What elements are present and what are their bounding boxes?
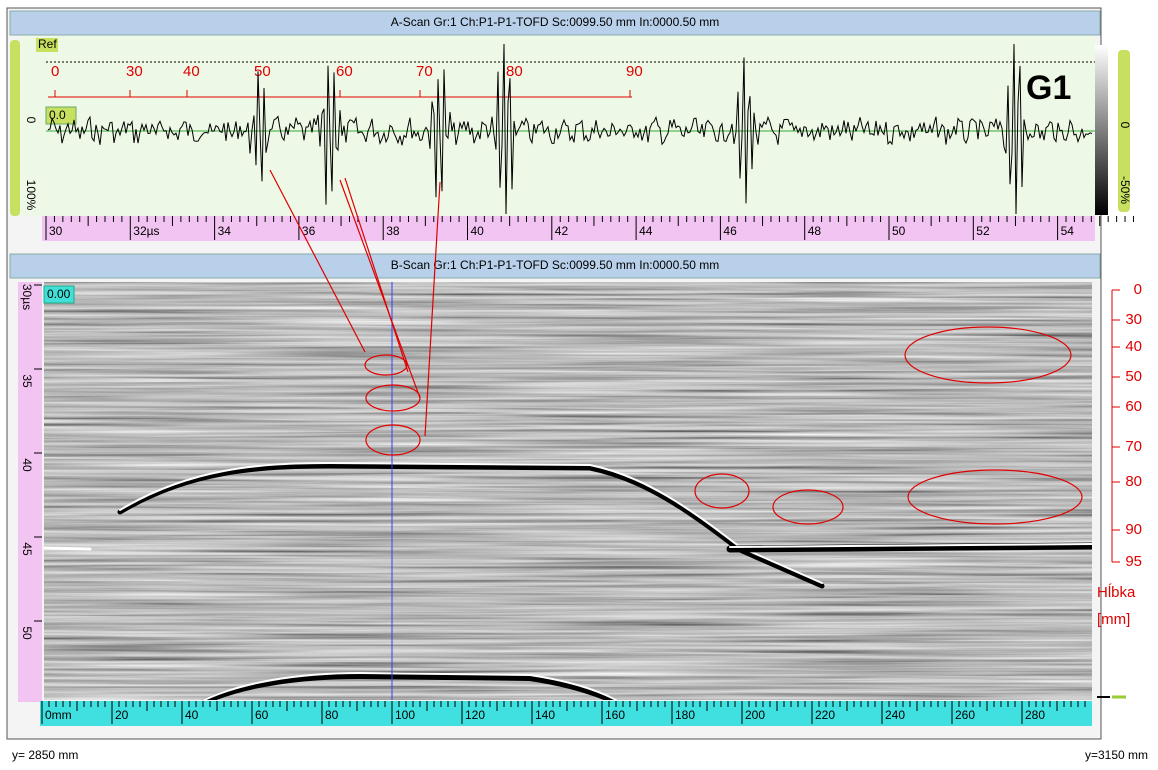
time-label: 54 — [1061, 224, 1075, 238]
depth-label: 60 — [1125, 398, 1142, 415]
time-label: 52 — [976, 224, 990, 238]
b-time-label: 35 — [20, 374, 34, 388]
time-label: 48 — [808, 224, 822, 238]
ruler-label: 40 — [183, 63, 200, 80]
scan-label: 100 — [395, 708, 415, 722]
b-scan-title: B-Scan Gr:1 Ch:P1-P1-TOFD Sc:0099.50 mm … — [391, 258, 720, 272]
scan-label: 280 — [1025, 708, 1045, 722]
b-time-label: 50 — [20, 626, 34, 640]
ruler-label: 70 — [416, 63, 433, 80]
depth-label: 40 — [1125, 338, 1142, 355]
depth-label: 30 — [1125, 311, 1142, 328]
scan-label: 160 — [605, 708, 625, 722]
ruler-label: 60 — [336, 63, 353, 80]
footer-end: y=3150 mm — [1085, 748, 1148, 762]
cursor-value: 0.00 — [47, 287, 71, 301]
depth-label: 95 — [1125, 553, 1142, 570]
time-label: 46 — [723, 224, 737, 238]
b-time-label: 40 — [20, 458, 34, 472]
depth-label: Hĺbka — [1097, 583, 1136, 601]
left-gain-bar — [10, 40, 20, 216]
scan-label: 140 — [535, 708, 555, 722]
depth-unit: [mm] — [1097, 611, 1130, 628]
time-label: 50 — [892, 224, 906, 238]
a-scan-plot — [46, 36, 1095, 216]
tofd-screen: A-Scan Gr:1 Ch:P1-P1-TOFD Sc:0099.50 mm … — [0, 0, 1158, 770]
time-label: 38 — [386, 224, 400, 238]
ruler-label: 0 — [51, 63, 59, 80]
scan-label: 20 — [115, 708, 129, 722]
scan-label: 260 — [955, 708, 975, 722]
time-label: 32µs — [133, 224, 159, 238]
ruler-label: 90 — [626, 63, 643, 80]
ruler-label: 30 — [126, 63, 143, 80]
ref-label: Ref — [38, 37, 57, 51]
scan-label: 80 — [325, 708, 339, 722]
time-label: 42 — [555, 224, 569, 238]
scan-label: 40 — [185, 708, 199, 722]
b-scan-image — [44, 282, 1092, 704]
left-percent: 100% — [24, 180, 38, 211]
depth-label: 80 — [1125, 473, 1142, 490]
ruler-label: 50 — [254, 63, 271, 80]
scan-label: 120 — [465, 708, 485, 722]
time-label: 34 — [218, 224, 232, 238]
scan-label: 240 — [885, 708, 905, 722]
time-label: 30 — [49, 224, 63, 238]
scan-label: 0mm — [45, 708, 72, 722]
depth-label: 0 — [1134, 281, 1142, 298]
depth-label: 50 — [1125, 368, 1142, 385]
scan-label: 220 — [815, 708, 835, 722]
b-time-label: 45 — [20, 542, 34, 556]
b-time-label: 30µs — [20, 284, 34, 310]
b-scan-noise — [44, 282, 1092, 700]
scan-label: 60 — [255, 708, 269, 722]
color-bar — [1095, 45, 1108, 215]
scan-label: 180 — [675, 708, 695, 722]
left-zero: 0 — [24, 117, 38, 124]
right-percent: -50% — [1118, 176, 1132, 204]
depth-label: 90 — [1125, 521, 1142, 538]
time-label: 40 — [471, 224, 485, 238]
footer-start: y= 2850 mm — [12, 748, 78, 762]
ruler-label: 80 — [506, 63, 523, 80]
a-scan-title: A-Scan Gr:1 Ch:P1-P1-TOFD Sc:0099.50 mm … — [391, 15, 720, 29]
depth-label: 70 — [1125, 438, 1142, 455]
time-label: 44 — [639, 224, 653, 238]
gate-name: G1 — [1026, 69, 1071, 107]
right-zero: 0 — [1118, 122, 1132, 129]
scan-label: 200 — [745, 708, 765, 722]
